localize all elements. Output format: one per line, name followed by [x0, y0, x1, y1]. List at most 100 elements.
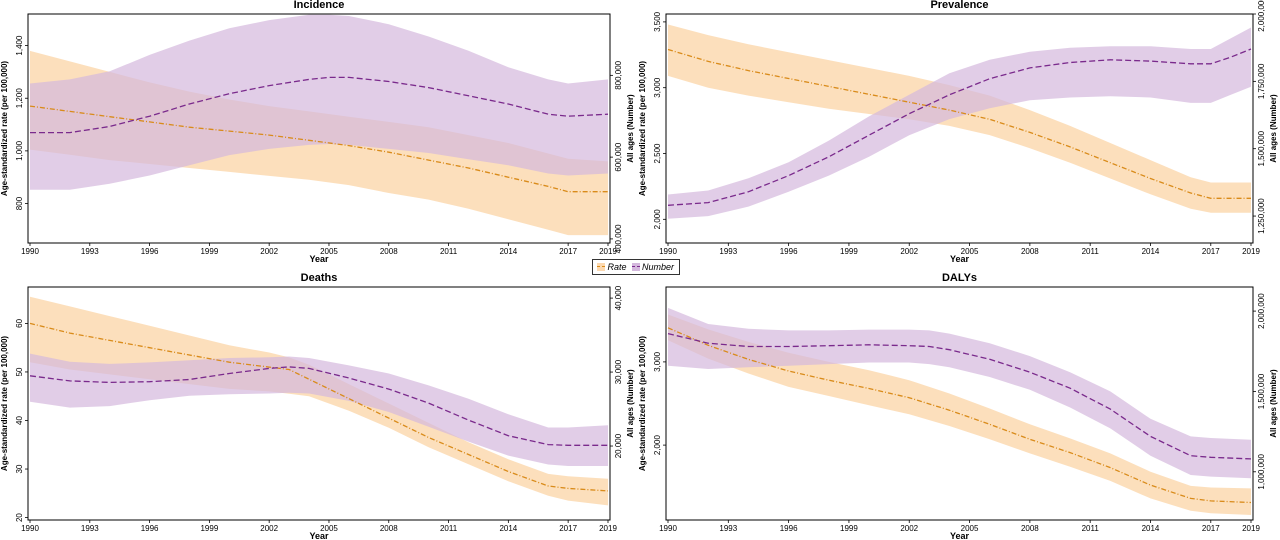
- prevalence-x-tick-label: 2017: [1202, 247, 1220, 256]
- incidence-plot-frame: [27, 13, 611, 244]
- deaths-y-right-tick-label: 20,000: [614, 433, 623, 458]
- deaths-x-tick-label: 1999: [200, 524, 218, 533]
- dalys-y-left-tick-label: 3,000: [653, 351, 662, 372]
- incidence-x-tick-label: 1996: [141, 247, 159, 256]
- prevalence-x-tick-label: 2019: [1242, 247, 1260, 256]
- prevalence-x-tick-label: 1990: [659, 247, 677, 256]
- incidence-y-left-axis-label: Age-standardized rate (per 100,000): [0, 61, 9, 196]
- incidence-y-right-tick-label: 600,000: [614, 142, 623, 171]
- dalys-y-right-tick-label: 1,000,000: [1257, 453, 1266, 489]
- prevalence-x-axis-label: Year: [950, 254, 970, 264]
- incidence-rate-line: [29, 105, 608, 193]
- dalys-rate-line: [667, 327, 1252, 504]
- deaths-y-left-axis-label: Age-standardized rate (per 100,000): [0, 336, 9, 471]
- incidence-y-right-axis-label: All ages (Number): [626, 94, 635, 163]
- prevalence-y-left-tick-label: 2,500: [653, 143, 662, 164]
- incidence-y-left-tick-label: 800: [15, 196, 24, 210]
- prevalence-x-tick-label: 1996: [780, 247, 798, 256]
- rate-legend-key: [597, 263, 606, 271]
- dalys-x-tick-label: 1996: [780, 524, 798, 533]
- prevalence-y-left-tick-label: 3,000: [653, 77, 662, 98]
- prevalence-rate-uncertainty-band: [668, 24, 1251, 213]
- incidence-y-left-tick-label: 1,200: [15, 88, 24, 109]
- deaths-x-tick-label: 1990: [21, 524, 39, 533]
- dalys-x-axis-label: Year: [950, 531, 970, 540]
- deaths-x-tick-label: 2011: [440, 524, 458, 533]
- incidence-number-line: [30, 76, 609, 134]
- deaths-number-uncertainty-band: [30, 353, 608, 466]
- deaths-x-tick-label: 2017: [559, 524, 577, 533]
- deaths-x-tick-label: 2002: [260, 524, 278, 533]
- deaths-y-right-tick-label: 40,000: [614, 285, 623, 310]
- dalys-panel: DALYs 1990 1993 1996 1999 2002 2005 2008 2011 201…: [638, 272, 1278, 540]
- number-legend-label: Number: [641, 262, 674, 272]
- prevalence-number-uncertainty-band: [668, 27, 1251, 219]
- dalys-number-uncertainty-band: [668, 307, 1251, 479]
- prevalence-panel: Prevalence 1990 1993 1996 1999 2002 2005 2008 20…: [638, 0, 1278, 264]
- prevalence-x-tick-label: 2011: [1082, 247, 1100, 256]
- deaths-y-left-tick-label: 40: [15, 415, 24, 424]
- prevalence-title: Prevalence: [930, 0, 988, 11]
- prevalence-y-right-tick-label: 1,500,000: [1257, 130, 1266, 166]
- incidence-x-tick-label: 2008: [380, 247, 398, 256]
- prevalence-x-tick-label: 1999: [840, 247, 858, 256]
- deaths-x-tick-label: 2008: [380, 524, 398, 533]
- dalys-x-tick-label: 2008: [1021, 524, 1039, 533]
- prevalence-x-tick-label: 2008: [1021, 247, 1039, 256]
- dalys-x-tick-label: 2005: [961, 524, 979, 533]
- dalys-x-tick-label: 2019: [1242, 524, 1260, 533]
- prevalence-number-line: [667, 48, 1252, 206]
- deaths-x-tick-label: 2019: [599, 524, 617, 533]
- prevalence-y-right-tick-label: 1,250,000: [1257, 198, 1266, 234]
- incidence-x-tick-label: 2005: [320, 247, 338, 256]
- prevalence-x-tick-label: 2002: [900, 247, 918, 256]
- deaths-x-axis-label: Year: [309, 531, 329, 540]
- dalys-y-right-tick-label: 1,500,000: [1257, 373, 1266, 409]
- incidence-x-tick-label: 2002: [260, 247, 278, 256]
- deaths-y-left-tick-label: 50: [15, 367, 24, 376]
- prevalence-x-tick-label: 1993: [719, 247, 737, 256]
- incidence-x-tick-label: 2019: [599, 247, 617, 256]
- deaths-y-left-tick-label: 30: [15, 464, 24, 473]
- incidence-x-tick-label: 1990: [21, 247, 39, 256]
- deaths-number-line: [29, 366, 608, 446]
- legend: Rate Number: [592, 259, 680, 275]
- incidence-panel: Incidence 1990 1993 1996 1999 2002 2005 2008 201…: [0, 0, 635, 264]
- incidence-y-left-tick-label: 1,000: [15, 140, 24, 161]
- deaths-plot-frame: [27, 286, 611, 521]
- incidence-y-left-tick-label: 1,400: [15, 35, 24, 56]
- deaths-y-right-axis-label: All ages (Number): [626, 369, 635, 438]
- dalys-y-right-axis-label: All ages (Number): [1269, 369, 1278, 438]
- deaths-x-tick-label: 2014: [499, 524, 517, 533]
- prevalence-x-tick-label: 2005: [961, 247, 979, 256]
- number-legend-key: [631, 263, 640, 271]
- dalys-y-left-axis-label: Age-standardized rate (per 100,000): [638, 336, 647, 471]
- dalys-plot-frame: [665, 286, 1254, 521]
- deaths-rate-uncertainty-band: [30, 296, 608, 506]
- prevalence-y-right-axis-label: All ages (Number): [1269, 94, 1278, 163]
- prevalence-y-right-tick-label: 2,000,000: [1257, 0, 1266, 32]
- deaths-x-tick-label: 1993: [81, 524, 99, 533]
- deaths-y-right-tick-label: 30,000: [614, 359, 623, 384]
- incidence-y-right-tick-label: 800,000: [614, 60, 623, 89]
- dalys-x-tick-label: 1990: [659, 524, 677, 533]
- prevalence-x-tick-label: 2014: [1142, 247, 1160, 256]
- prevalence-y-right-tick-label: 1,750,000: [1257, 63, 1266, 99]
- deaths-x-tick-label: 2005: [320, 524, 338, 533]
- prevalence-y-left-tick-label: 2,000: [653, 209, 662, 230]
- prevalence-y-left-tick-label: 3,500: [653, 11, 662, 32]
- incidence-x-axis-label: Year: [309, 254, 329, 264]
- prevalence-y-left-axis-label: Age-standardized rate (per 100,000): [638, 61, 647, 196]
- incidence-x-tick-label: 2011: [440, 247, 458, 256]
- deaths-title: Deaths: [301, 272, 338, 284]
- incidence-x-tick-label: 2014: [499, 247, 517, 256]
- incidence-x-tick-label: 1993: [81, 247, 99, 256]
- dalys-title: DALYs: [942, 272, 977, 284]
- dalys-y-right-tick-label: 2,000,000: [1257, 293, 1266, 329]
- deaths-x-tick-label: 1996: [141, 524, 159, 533]
- incidence-x-tick-label: 2017: [559, 247, 577, 256]
- incidence-number-uncertainty-band: [30, 14, 608, 190]
- incidence-title: Incidence: [294, 0, 345, 11]
- dalys-x-tick-label: 2011: [1082, 524, 1100, 533]
- dalys-x-tick-label: 2017: [1202, 524, 1220, 533]
